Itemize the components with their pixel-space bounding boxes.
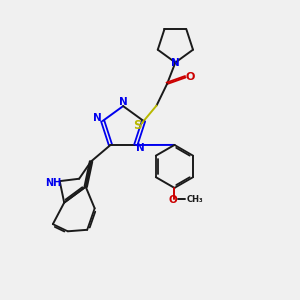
Text: N: N <box>136 143 145 153</box>
Text: N: N <box>119 97 128 107</box>
Text: NH: NH <box>45 178 61 188</box>
Text: S: S <box>134 119 142 132</box>
Text: CH₃: CH₃ <box>186 195 203 204</box>
Text: O: O <box>186 72 195 82</box>
Text: O: O <box>169 195 178 205</box>
Text: N: N <box>93 113 102 123</box>
Text: N: N <box>171 58 180 68</box>
